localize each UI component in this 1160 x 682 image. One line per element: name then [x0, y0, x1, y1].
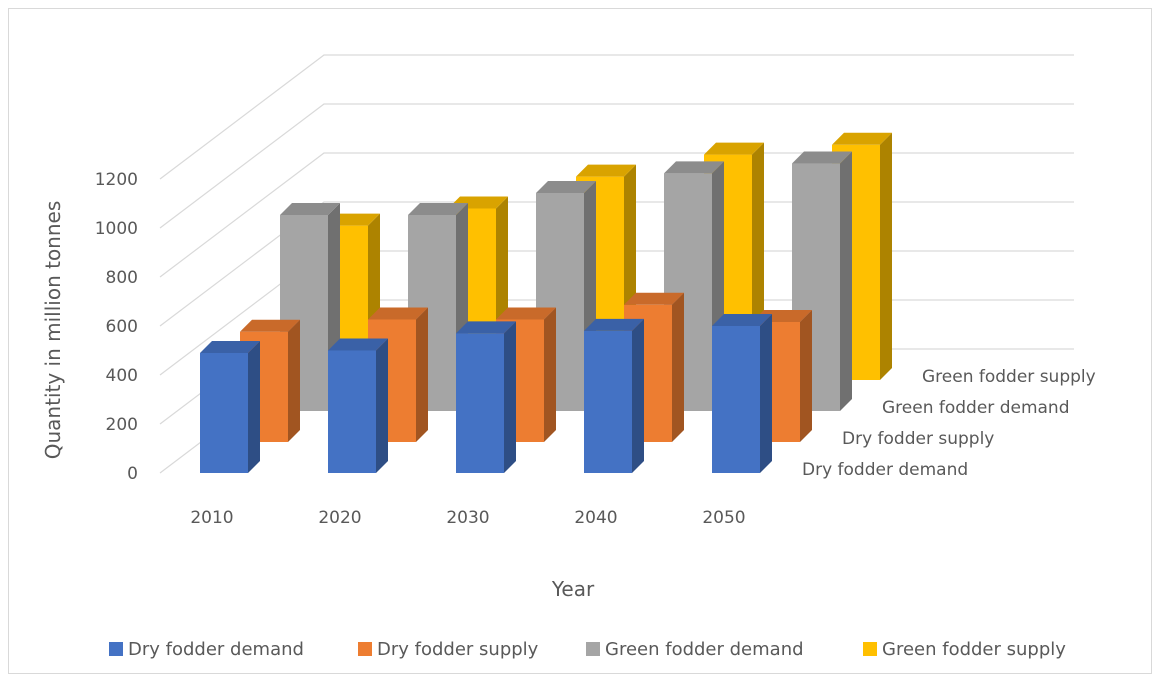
bar-top-face	[496, 307, 556, 320]
legend-label: Green fodder supply	[882, 639, 1066, 660]
bar-front-face	[712, 326, 760, 473]
legend-swatch	[586, 642, 600, 656]
legend-item: Dry fodder demand	[109, 639, 304, 660]
bar-top-face	[280, 203, 340, 215]
bar-side-face	[632, 318, 644, 473]
legend-item: Green fodder supply	[863, 639, 1066, 660]
legend-swatch	[109, 642, 123, 656]
legend-item: Green fodder demand	[586, 639, 804, 660]
legend: Dry fodder demand Dry fodder supply Green …	[109, 639, 1066, 660]
bar-top-face	[328, 338, 388, 351]
bar-side-face	[760, 314, 772, 473]
bar-front-face	[584, 330, 632, 473]
bar-front-face	[328, 350, 376, 473]
y-tick-label: 1000	[95, 219, 138, 239]
bar-top-face	[368, 307, 428, 320]
y-tick-label: 0	[127, 464, 138, 484]
bar-side-face	[288, 319, 300, 442]
x-tick-label: 2050	[702, 508, 745, 528]
bar-side-face	[544, 307, 556, 442]
bar-side-face	[504, 321, 516, 473]
depth-axis-label: Dry fodder demand	[802, 460, 968, 480]
bar-top-face	[832, 132, 892, 145]
bar-side-face	[416, 307, 428, 442]
x-tick-label: 2010	[190, 508, 233, 528]
y-tick-label: 600	[106, 317, 138, 337]
bar-top-face	[584, 318, 644, 331]
bar-front-face	[456, 333, 504, 473]
bar-side-face	[672, 292, 684, 442]
bar	[328, 338, 388, 473]
bar-front-face	[200, 352, 248, 473]
bar	[456, 321, 516, 473]
x-tick-label: 2030	[446, 508, 489, 528]
bar-side-face	[880, 132, 892, 380]
gridline	[159, 103, 1074, 229]
legend-label: Dry fodder supply	[377, 639, 539, 660]
depth-axis-label: Dry fodder supply	[842, 429, 994, 449]
y-tick-label: 400	[106, 366, 138, 386]
bar-top-face	[664, 161, 724, 174]
legend-swatch	[863, 642, 877, 656]
bar-top-face	[536, 180, 596, 193]
bar	[200, 340, 260, 473]
y-axis-title: Quantity in million tonnes	[41, 201, 65, 460]
bar-top-face	[456, 321, 516, 334]
bar-side-face	[840, 151, 852, 412]
bar	[584, 318, 644, 473]
depth-axis-label: Green fodder demand	[882, 398, 1070, 418]
bar-top-face	[792, 151, 852, 164]
bar-top-face	[712, 314, 772, 326]
bar	[712, 314, 772, 473]
bar-top-face	[408, 203, 468, 215]
bar-top-face	[704, 142, 764, 155]
legend-item: Dry fodder supply	[358, 639, 539, 660]
gridline	[159, 54, 1074, 180]
bar-side-face	[376, 338, 388, 473]
bar-top-face	[200, 340, 260, 353]
x-tick-label: 2020	[318, 508, 361, 528]
bar-top-face	[240, 319, 300, 332]
bar-top-face	[576, 164, 636, 177]
bar-side-face	[248, 340, 260, 473]
x-tick-label: 2040	[574, 508, 617, 528]
legend-label: Green fodder demand	[605, 639, 804, 660]
y-tick-label: 200	[106, 415, 138, 435]
legend-swatch	[358, 642, 372, 656]
bar-side-face	[800, 309, 812, 442]
y-tick-label: 1200	[95, 170, 138, 190]
bar-top-face	[624, 292, 684, 305]
depth-axis-label: Green fodder supply	[922, 367, 1096, 387]
y-tick-label: 800	[106, 268, 138, 288]
bars	[200, 132, 892, 473]
legend-label: Dry fodder demand	[128, 639, 304, 660]
x-axis-title: Year	[551, 577, 595, 601]
